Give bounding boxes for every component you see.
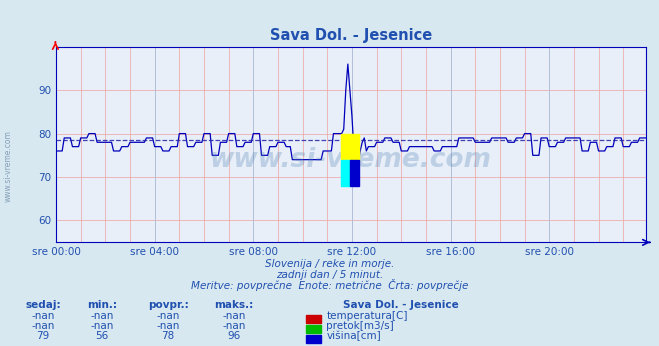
- Bar: [350, 160, 359, 186]
- Text: www.si-vreme.com: www.si-vreme.com: [3, 130, 13, 202]
- Text: Meritve: povprečne  Enote: metrične  Črta: povprečje: Meritve: povprečne Enote: metrične Črta:…: [191, 279, 468, 291]
- Text: -nan: -nan: [156, 321, 180, 331]
- Text: -nan: -nan: [90, 311, 114, 321]
- Text: 56: 56: [96, 331, 109, 342]
- Text: -nan: -nan: [222, 321, 246, 331]
- Text: pretok[m3/s]: pretok[m3/s]: [326, 321, 394, 331]
- Text: -nan: -nan: [31, 311, 55, 321]
- Text: -nan: -nan: [222, 311, 246, 321]
- Title: Sava Dol. - Jesenice: Sava Dol. - Jesenice: [270, 28, 432, 43]
- Bar: [341, 160, 350, 186]
- Text: povpr.:: povpr.:: [148, 300, 188, 310]
- Text: -nan: -nan: [90, 321, 114, 331]
- Text: sedaj:: sedaj:: [25, 300, 61, 310]
- Text: zadnji dan / 5 minut.: zadnji dan / 5 minut.: [276, 270, 383, 280]
- Text: min.:: min.:: [87, 300, 117, 310]
- Bar: [341, 134, 359, 160]
- Text: Slovenija / reke in morje.: Slovenija / reke in morje.: [265, 259, 394, 269]
- Text: www.si-vreme.com: www.si-vreme.com: [210, 147, 492, 173]
- Text: 79: 79: [36, 331, 49, 342]
- Text: višina[cm]: višina[cm]: [326, 331, 381, 342]
- Text: temperatura[C]: temperatura[C]: [326, 311, 408, 321]
- Text: 96: 96: [227, 331, 241, 342]
- Text: -nan: -nan: [156, 311, 180, 321]
- Text: 78: 78: [161, 331, 175, 342]
- Text: -nan: -nan: [31, 321, 55, 331]
- Text: Sava Dol. - Jesenice: Sava Dol. - Jesenice: [343, 300, 459, 310]
- Text: maks.:: maks.:: [214, 300, 254, 310]
